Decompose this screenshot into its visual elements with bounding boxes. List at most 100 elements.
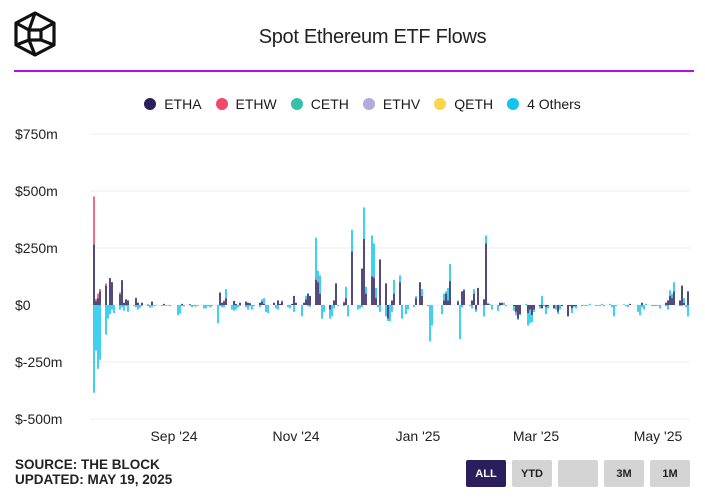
legend-item-ethv[interactable]: ETHV [362, 96, 420, 112]
bar-segment-4-others [97, 305, 99, 369]
bar-segment-etha [553, 305, 555, 309]
bar-segment-4-others [239, 305, 241, 307]
bar-segment-ethw [375, 297, 377, 299]
bar-segment-etha [379, 259, 381, 305]
bar-segment-4-others [265, 305, 267, 312]
bar-segment-etha [333, 300, 335, 305]
bar-segment-4-others [221, 305, 223, 308]
bar-segment-etha [219, 292, 221, 305]
bar-segment-etha [399, 282, 401, 305]
legend-item-ethw[interactable]: ETHW [215, 96, 277, 112]
bar-segment-ethw [315, 277, 317, 280]
range-blank-button[interactable] [558, 460, 598, 487]
bar-segment-4-others [245, 305, 247, 308]
bar-segment-4-others [489, 303, 491, 305]
bar-segment-etha [393, 293, 395, 305]
bar-segment-4-others [525, 303, 527, 305]
range-3m-button[interactable]: 3M [604, 460, 644, 487]
legend-item-etha[interactable]: ETHA [144, 96, 202, 112]
bar-segment-4-others [681, 305, 683, 307]
legend-dot-icon [362, 98, 375, 110]
bar-segment-etha [303, 302, 305, 305]
bar-segment-4-others [237, 305, 239, 308]
bar-segment-etha [135, 298, 137, 305]
bar-segment-4-others [105, 305, 107, 335]
bar-segment-4-others [371, 235, 373, 277]
range-1m-button[interactable]: 1M [650, 460, 690, 487]
bar-segment-etha [415, 298, 417, 305]
header-divider [14, 70, 694, 72]
bar-segment-4-others [447, 287, 449, 301]
bar-segment-etha [249, 303, 251, 305]
bar-segment-4-others [347, 305, 349, 317]
bar-segment-4-others [585, 305, 587, 307]
bar-segment-4-others [517, 318, 519, 320]
bar-segment-etha [351, 251, 353, 305]
bar-segment-4-others [261, 299, 263, 302]
bar-segment-etha [111, 282, 113, 305]
bar-segment-4-others [543, 305, 545, 307]
bar-segment-etha [189, 304, 191, 305]
bar-segment-ethw [105, 283, 107, 286]
legend-item-others[interactable]: 4 Others [507, 96, 581, 112]
bar-segment-etha [365, 293, 367, 305]
bar-segment-4-others [251, 305, 253, 310]
bar-segment-etha [679, 300, 681, 305]
bar-segment-4-others [653, 305, 655, 307]
range-ytd-button[interactable]: YTD [512, 460, 552, 487]
bar-segment-4-others [287, 305, 289, 308]
bar-segment-4-others [657, 305, 659, 306]
bar-segment-etha [375, 298, 377, 305]
bar-segment-4-others [687, 305, 689, 317]
bar-segment-etha [471, 300, 473, 305]
legend-dot-icon [507, 98, 520, 110]
bar-segment-etha [121, 280, 123, 305]
bar-segment-4-others [407, 305, 409, 310]
the-block-logo-icon [14, 11, 56, 57]
bar-segment-etha [527, 305, 529, 313]
bar-segment-4-others [427, 305, 429, 307]
bar-segment-etha [501, 302, 503, 305]
bar-segment-4-others [603, 305, 605, 307]
bar-segment-4-others [487, 302, 489, 304]
bar-segment-4-others [415, 295, 417, 299]
bar-segment-4-others [575, 306, 577, 309]
bar-segment-4-others [137, 305, 139, 310]
source-text: SOURCE: THE BLOCK [15, 457, 160, 472]
bar-segment-4-others [491, 305, 493, 310]
bar-segment-etha [119, 294, 121, 305]
bar-segment-4-others [597, 305, 599, 306]
bar-segment-4-others [235, 305, 237, 310]
bar-segment-etha [109, 278, 111, 305]
bar-segment-etha [307, 293, 309, 305]
bar-segment-4-others [191, 305, 193, 308]
bar-segment-etha [519, 305, 521, 315]
bar-segment-etha [687, 291, 689, 305]
footer: SOURCE: THE BLOCK UPDATED: MAY 19, 2025 [15, 457, 172, 487]
bar-segment-4-others [391, 305, 393, 312]
bar-segment-4-others [669, 290, 671, 295]
legend-item-qeth[interactable]: QETH [434, 96, 493, 112]
bar-segment-4-others [679, 305, 681, 307]
bar-segment-4-others [379, 305, 381, 312]
bar-segment-4-others [449, 263, 451, 282]
bar-segment-ethw [317, 281, 319, 283]
bar-segment-4-others [599, 305, 601, 307]
bar-segment-4-others [209, 305, 211, 308]
bar-segment-4-others [357, 305, 359, 310]
bar-segment-4-others [483, 305, 485, 317]
bar-segment-4-others [683, 298, 685, 303]
bar-segment-4-others [475, 309, 477, 312]
bar-segment-4-others [387, 318, 389, 321]
legend-item-ceth[interactable]: CETH [290, 96, 349, 112]
bar-segment-4-others [641, 305, 643, 308]
bar-segment-etha [319, 293, 321, 305]
bar-segment-etha [295, 302, 297, 305]
range-all-button[interactable]: ALL [466, 460, 506, 487]
bar-segment-4-others [405, 305, 407, 315]
bar-segment-4-others [139, 305, 141, 308]
bar-segment-4-others [305, 295, 307, 300]
bar-segment-4-others [217, 305, 219, 324]
bar-segment-4-others [401, 305, 403, 319]
bar-segment-etha [665, 302, 667, 305]
